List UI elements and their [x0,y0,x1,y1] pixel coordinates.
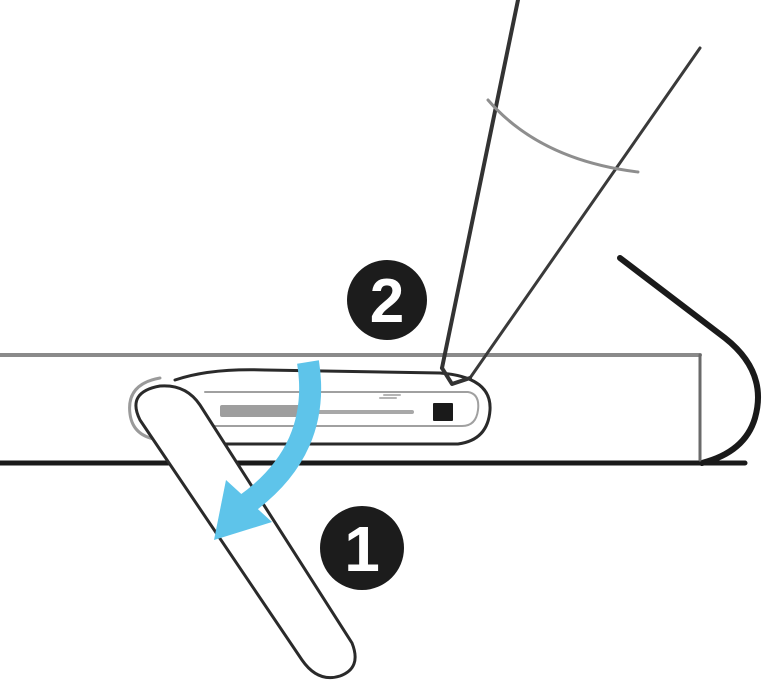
nano-sim-slot-bar [220,405,308,417]
step-1-number: 1 [344,513,380,585]
phone-rounded-corner [617,255,761,466]
eject-hole [433,403,453,421]
step-1-badge: 1 [320,506,404,590]
step-2-number: 2 [370,267,404,336]
badge-number-icon [320,506,404,590]
slot-inner-frame [204,391,480,427]
card-slot [128,368,492,446]
slot-cover-outer [128,376,162,442]
sd-logo-mark [379,394,401,399]
badge-number-icon [347,260,427,340]
eject-pin-stylus [440,0,702,386]
stylus-collar [486,98,640,174]
stylus-tip [440,366,472,386]
stylus-left-edge [440,0,520,370]
stylus-right-edge [468,46,702,380]
phone-body [0,255,761,466]
step-2-badge: 2 [347,260,427,340]
slot-cover-flap [134,384,357,680]
curved-arrow-icon [214,360,322,540]
flap-outline [134,384,357,680]
